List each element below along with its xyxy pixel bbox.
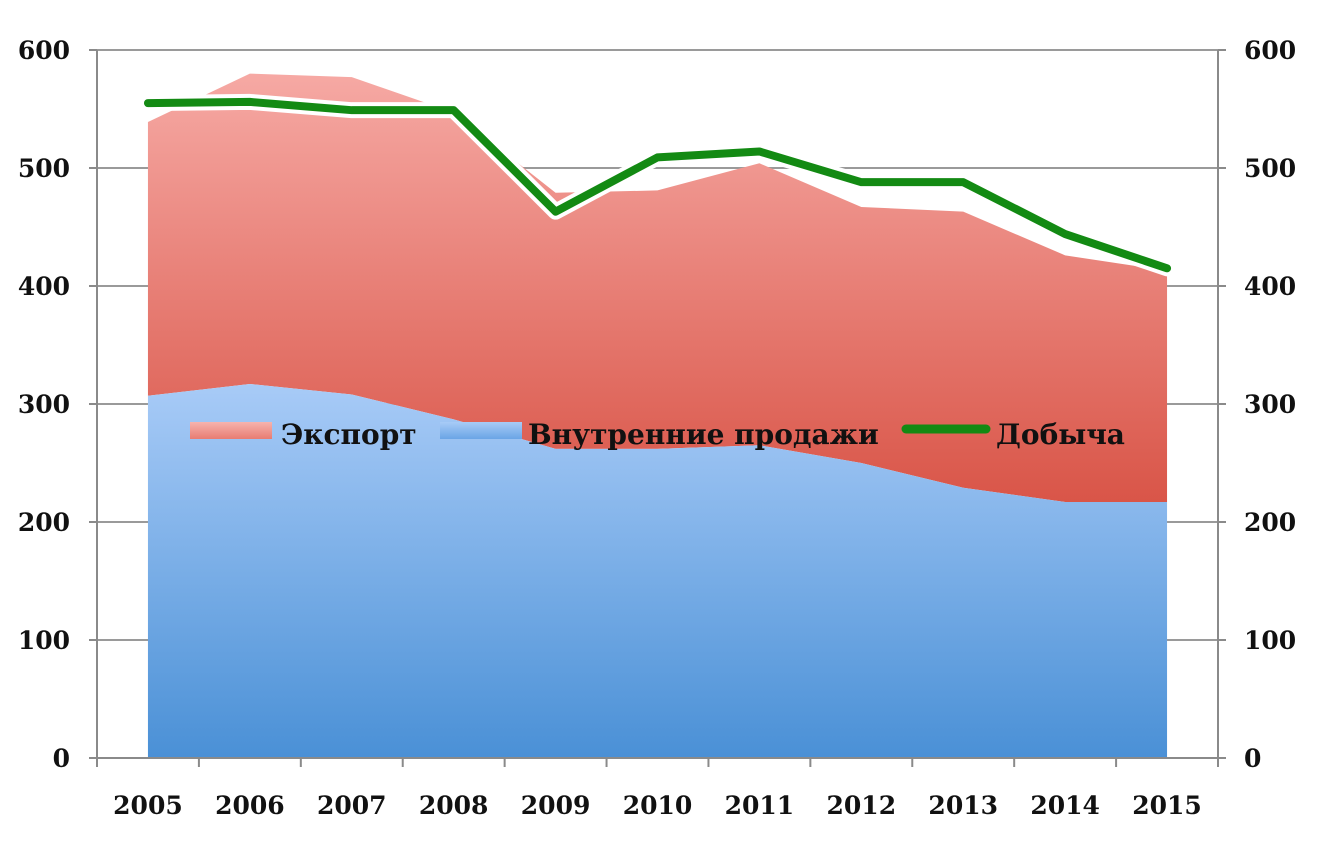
- x-tick-label: 2013: [928, 791, 998, 820]
- legend-swatch-domestic: [440, 422, 522, 439]
- y2-tick-label: 600: [1244, 36, 1296, 65]
- legend-swatch-export: [190, 422, 272, 439]
- x-tick-label: 2007: [317, 791, 387, 820]
- x-tick-label: 2012: [827, 791, 897, 820]
- x-tick-label: 2010: [623, 791, 693, 820]
- y-tick-label: 200: [18, 508, 70, 537]
- export-area: [147, 73, 1168, 502]
- y2-tick-label: 400: [1244, 272, 1296, 301]
- y-tick-label: 400: [18, 272, 70, 301]
- y-tick-label: 100: [18, 626, 70, 655]
- axes: [89, 49, 1226, 767]
- domestic-sales-area: [147, 383, 1168, 758]
- y2-tick-label: 0: [1244, 744, 1261, 773]
- production-line: [143, 97, 1172, 273]
- y-tick-label: 300: [18, 390, 70, 419]
- x-tick-label: 2006: [215, 791, 285, 820]
- plot-lines: [139, 93, 1176, 277]
- x-tick-label: 2014: [1030, 791, 1100, 820]
- y2-tick-label: 500: [1244, 154, 1296, 183]
- tick-labels: 0 100 200 300 400 500 600 0 100 200 300 400 500 600 20…: [18, 36, 1296, 820]
- x-tick-label: 2011: [725, 791, 795, 820]
- y2-tick-label: 300: [1244, 390, 1296, 419]
- y2-tick-label: 200: [1244, 508, 1296, 537]
- legend-label-domestic: Внутренние продажи: [528, 418, 879, 451]
- y2-tick-label: 100: [1244, 626, 1296, 655]
- plot-areas: [147, 73, 1168, 758]
- x-tick-label: 2015: [1132, 791, 1202, 820]
- legend: Экспорт Внутренние продажи Добыча: [190, 418, 1125, 451]
- x-tick-label: 2008: [419, 791, 489, 820]
- legend-label-export: Экспорт: [281, 418, 417, 451]
- y-tick-label: 500: [18, 154, 70, 183]
- y-tick-label: 600: [18, 36, 70, 65]
- x-tick-label: 2009: [521, 791, 591, 820]
- legend-label-production: Добыча: [996, 418, 1125, 451]
- y-tick-label: 0: [53, 744, 70, 773]
- x-tick-label: 2005: [113, 791, 183, 820]
